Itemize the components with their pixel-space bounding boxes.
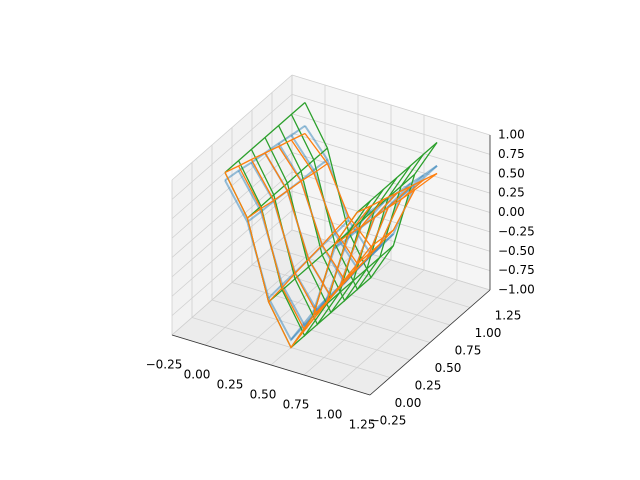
wire-line	[268, 215, 350, 303]
wire-line	[224, 132, 306, 174]
axis-line	[171, 334, 371, 396]
y-tick-label: 1.25	[495, 309, 522, 323]
axis-line	[369, 289, 491, 396]
wire-line	[312, 245, 394, 317]
x-tick-label: 0.00	[184, 368, 211, 382]
z-tick-label: 1.00	[498, 128, 525, 142]
wire-line	[290, 277, 372, 348]
wire-line	[224, 179, 358, 342]
z-tick-label: 0.00	[498, 205, 525, 219]
grid-line	[171, 190, 293, 297]
grid-line	[291, 210, 491, 272]
grid-line	[171, 152, 293, 258]
z-tick-label: −0.25	[498, 224, 535, 238]
x-tick-label: −0.25	[146, 358, 183, 372]
wire-line	[247, 163, 328, 219]
wire-line	[246, 147, 328, 219]
wire-line	[224, 102, 306, 173]
grid-line	[291, 93, 491, 155]
wire-line	[356, 172, 438, 214]
grid-line	[291, 74, 491, 136]
grid-line	[291, 171, 491, 233]
wire-line	[334, 189, 415, 245]
grid-line	[171, 171, 293, 278]
y-tick-label: −0.25	[370, 414, 407, 428]
x-tick-label: 1.00	[316, 408, 343, 422]
grid-line	[171, 74, 293, 181]
grid-line	[291, 229, 491, 291]
z-tick-label: 0.75	[498, 147, 525, 161]
y-tick-label: 1.00	[475, 326, 502, 340]
wire-line	[312, 229, 394, 317]
grid-line	[291, 113, 491, 175]
z-tick-label: −0.50	[498, 244, 535, 258]
z-tick-label: 0.25	[498, 186, 525, 200]
wire-line	[356, 142, 438, 213]
y-tick-label: 0.00	[395, 396, 422, 410]
grid-line	[171, 210, 293, 316]
wire-line	[237, 170, 372, 328]
z-tick-label: 0.50	[498, 166, 525, 180]
x-tick-label: 1.25	[349, 418, 376, 432]
y-tick-label: 0.50	[435, 361, 462, 375]
x-tick-label: 0.25	[217, 378, 244, 392]
y-tick-label: 0.75	[455, 344, 482, 358]
grid-line	[171, 94, 293, 200]
x-tick-label: 0.50	[250, 388, 277, 402]
z-tick-label: −1.00	[498, 283, 535, 297]
z-tick-label: −0.75	[498, 263, 535, 277]
y-tick-label: 0.25	[415, 379, 442, 393]
x-tick-label: 0.75	[283, 398, 310, 412]
